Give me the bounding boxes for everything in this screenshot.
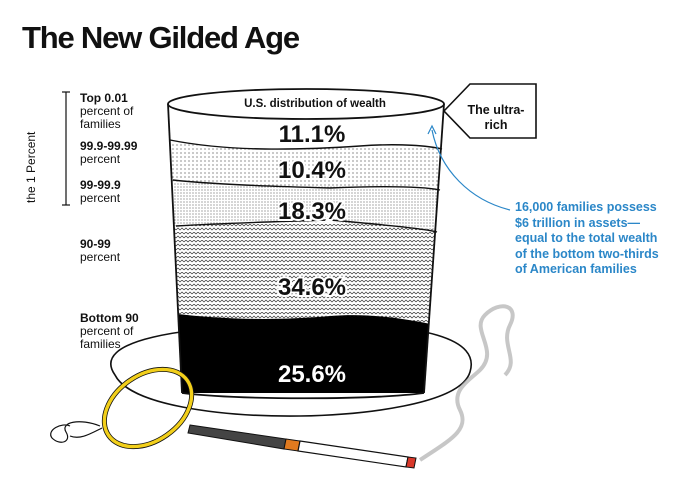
label-bottom-90: Bottom 90 percent of families [80, 311, 139, 351]
label-90-99: 90-99 percent [80, 237, 121, 264]
value-label-1: 10.4% [278, 157, 346, 184]
annotation-text: 16,000 families possess $6 trillion in a… [515, 200, 659, 276]
cigarette [187, 424, 417, 469]
hat-top [167, 88, 445, 120]
ultra-rich-callout [442, 83, 537, 139]
annotation-arrow [431, 129, 511, 211]
label-top-001: Top 0.01 percent of families [80, 91, 134, 131]
chart-title: The New Gilded Age [22, 20, 300, 55]
value-label-0: 11.1% [279, 121, 346, 148]
value-label-3: 34.6% [278, 274, 346, 301]
one-percent-bracket [62, 91, 70, 206]
monocle [50, 366, 195, 450]
band-999-9999 [168, 140, 444, 190]
band-bottom-90 [168, 312, 444, 393]
smoke [418, 304, 515, 462]
label-999-9999: 99.9-99.99 percent [80, 139, 138, 166]
ultra-rich-label: The ultra-rich [467, 103, 525, 132]
band-99-999 [168, 180, 444, 232]
value-labels: 11.1% 10.4% 18.3% 34.6% 25.6% [276, 119, 348, 388]
value-label-4: 25.6% [278, 361, 346, 388]
hat-label: U.S. distribution of wealth [244, 98, 386, 110]
value-label-2: 18.3% [278, 198, 346, 225]
band-90-99 [168, 221, 444, 330]
label-99-999: 99-99.9 percent [80, 178, 121, 205]
